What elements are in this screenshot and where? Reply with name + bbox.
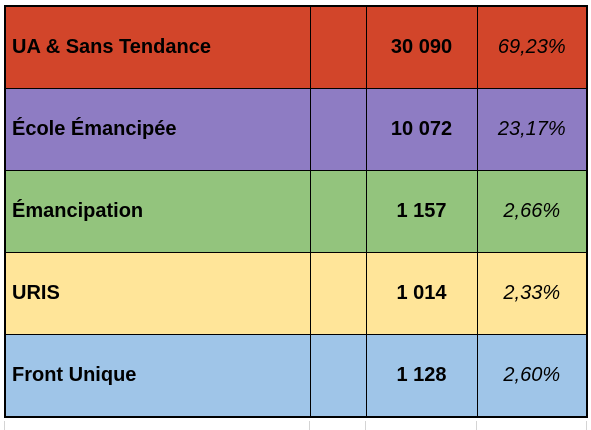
table-row: Front Unique 1 128 2,60% <box>4 334 588 418</box>
group-name-cell[interactable]: Émancipation <box>4 170 311 253</box>
votes-cell[interactable]: 1 014 <box>365 252 478 335</box>
gridline <box>586 421 587 430</box>
empty-cell[interactable] <box>309 5 367 89</box>
table-row: École Émancipée 10 072 23,17% <box>4 88 588 171</box>
percent-cell[interactable]: 69,23% <box>476 5 588 89</box>
votes-cell[interactable]: 10 072 <box>365 88 478 171</box>
table-row: UA & Sans Tendance 30 090 69,23% <box>4 5 588 89</box>
votes-cell[interactable]: 1 157 <box>365 170 478 253</box>
percent-cell[interactable]: 23,17% <box>476 88 588 171</box>
votes-cell[interactable]: 30 090 <box>365 5 478 89</box>
group-name-cell[interactable]: Front Unique <box>4 334 311 418</box>
group-name-cell[interactable]: École Émancipée <box>4 88 311 171</box>
gridline <box>365 421 366 430</box>
results-table-body: UA & Sans Tendance 30 090 69,23% École Éman… <box>4 5 588 418</box>
table-row: URIS 1 014 2,33% <box>4 252 588 335</box>
percent-cell[interactable]: 2,33% <box>476 252 588 335</box>
votes-cell[interactable]: 1 128 <box>365 334 478 418</box>
percent-cell[interactable]: 2,60% <box>476 334 588 418</box>
gridline <box>476 421 477 430</box>
empty-grid-area <box>0 421 591 430</box>
percent-cell[interactable]: 2,66% <box>476 170 588 253</box>
results-table: UA & Sans Tendance 30 090 69,23% École Éman… <box>4 5 588 418</box>
gridline <box>4 421 5 430</box>
empty-cell[interactable] <box>309 170 367 253</box>
gridline <box>309 421 310 430</box>
empty-cell[interactable] <box>309 88 367 171</box>
empty-cell[interactable] <box>309 334 367 418</box>
group-name-cell[interactable]: URIS <box>4 252 311 335</box>
table-row: Émancipation 1 157 2,66% <box>4 170 588 253</box>
group-name-cell[interactable]: UA & Sans Tendance <box>4 5 311 89</box>
empty-cell[interactable] <box>309 252 367 335</box>
